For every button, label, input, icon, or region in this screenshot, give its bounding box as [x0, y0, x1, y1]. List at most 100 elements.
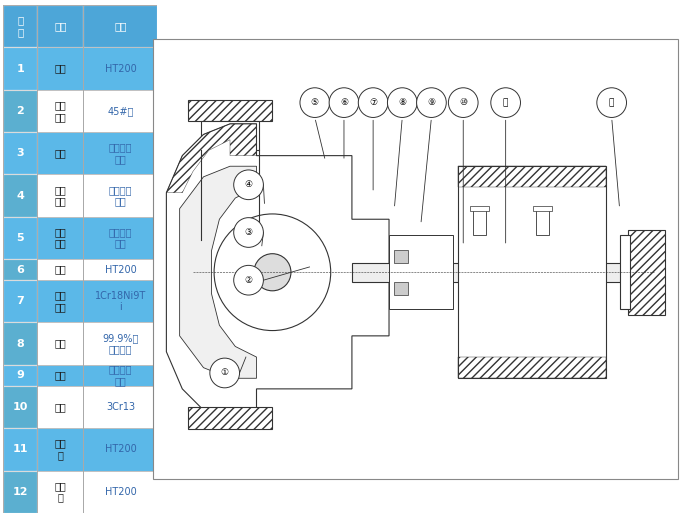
Text: ②: ②	[244, 276, 252, 285]
Text: 泵体: 泵体	[55, 64, 66, 74]
FancyBboxPatch shape	[3, 322, 38, 365]
Text: 叶轮
骨架: 叶轮 骨架	[55, 100, 66, 122]
FancyBboxPatch shape	[38, 428, 83, 470]
FancyBboxPatch shape	[3, 132, 38, 175]
Circle shape	[387, 88, 417, 118]
Text: 聚全氟乙
丙烯: 聚全氟乙 丙烯	[109, 142, 132, 164]
FancyBboxPatch shape	[83, 428, 157, 470]
FancyBboxPatch shape	[3, 386, 38, 428]
Text: HT200: HT200	[105, 487, 136, 497]
Text: 名称: 名称	[54, 21, 66, 31]
Text: HT200: HT200	[105, 64, 136, 74]
Bar	[473, 209, 486, 235]
Text: 10: 10	[13, 402, 28, 412]
Text: 11: 11	[12, 444, 28, 454]
Bar	[536, 209, 549, 235]
Text: 泵体
衬里: 泵体 衬里	[55, 185, 66, 206]
FancyBboxPatch shape	[38, 280, 83, 322]
FancyBboxPatch shape	[3, 365, 38, 386]
Text: 8: 8	[16, 339, 24, 349]
FancyBboxPatch shape	[83, 386, 157, 428]
FancyBboxPatch shape	[3, 175, 38, 217]
FancyBboxPatch shape	[83, 259, 157, 280]
Text: 叶轮: 叶轮	[55, 148, 66, 158]
FancyBboxPatch shape	[3, 259, 38, 280]
Text: 填充四氟
乙烯: 填充四氟 乙烯	[109, 365, 132, 386]
Text: 机封
压盖: 机封 压盖	[55, 291, 66, 312]
Bar	[394, 282, 408, 295]
FancyBboxPatch shape	[38, 386, 83, 428]
Bar	[620, 235, 630, 309]
Polygon shape	[180, 166, 256, 378]
FancyBboxPatch shape	[3, 5, 38, 48]
Bar	[470, 206, 488, 211]
Circle shape	[491, 88, 521, 118]
FancyBboxPatch shape	[3, 365, 38, 386]
FancyBboxPatch shape	[3, 175, 38, 217]
Bar	[628, 230, 665, 314]
Text: 9: 9	[16, 370, 25, 380]
Bar	[534, 206, 552, 211]
FancyBboxPatch shape	[153, 39, 678, 479]
Text: ①: ①	[221, 368, 228, 378]
Text: 3Cr13: 3Cr13	[106, 402, 135, 412]
Text: 7: 7	[16, 296, 24, 306]
Circle shape	[214, 214, 331, 330]
Circle shape	[234, 170, 263, 199]
Circle shape	[358, 88, 388, 118]
Text: 静环: 静环	[55, 339, 66, 349]
Text: 泵盖: 泵盖	[55, 265, 66, 275]
FancyBboxPatch shape	[83, 5, 157, 48]
Bar	[394, 250, 408, 263]
Text: 2: 2	[16, 106, 24, 116]
Text: ⑫: ⑫	[609, 98, 614, 107]
FancyBboxPatch shape	[83, 365, 157, 386]
Text: ⑥: ⑥	[340, 98, 348, 107]
Text: 3: 3	[16, 148, 24, 158]
Text: 99.9%氧
化铝陶瓷: 99.9%氧 化铝陶瓷	[102, 333, 139, 354]
Text: 5: 5	[16, 233, 24, 243]
Circle shape	[210, 358, 239, 388]
Circle shape	[449, 88, 478, 118]
Polygon shape	[458, 166, 606, 378]
FancyBboxPatch shape	[3, 470, 38, 513]
FancyBboxPatch shape	[3, 428, 38, 470]
Bar	[187, 408, 272, 428]
Bar	[201, 121, 259, 150]
FancyBboxPatch shape	[83, 48, 157, 90]
Text: 聚全氟乙
丙烯: 聚全氟乙 丙烯	[109, 227, 132, 249]
FancyBboxPatch shape	[83, 132, 157, 175]
Text: 动环: 动环	[55, 370, 66, 380]
FancyBboxPatch shape	[38, 365, 83, 386]
FancyBboxPatch shape	[83, 322, 157, 365]
Bar	[187, 100, 272, 121]
Text: 6: 6	[16, 265, 25, 275]
FancyBboxPatch shape	[38, 5, 83, 48]
FancyBboxPatch shape	[3, 48, 38, 90]
FancyBboxPatch shape	[3, 322, 38, 365]
Text: 泵轴: 泵轴	[55, 402, 66, 412]
Circle shape	[300, 88, 330, 118]
Text: ⑨: ⑨	[428, 98, 436, 107]
FancyBboxPatch shape	[3, 280, 38, 322]
Circle shape	[254, 254, 291, 291]
Text: 联轴
器: 联轴 器	[55, 481, 66, 502]
FancyBboxPatch shape	[83, 280, 157, 322]
Text: HT200: HT200	[105, 265, 136, 275]
Circle shape	[597, 88, 627, 118]
Text: ⑪: ⑪	[503, 98, 508, 107]
Text: ⑤: ⑤	[311, 98, 319, 107]
FancyBboxPatch shape	[3, 428, 38, 470]
FancyBboxPatch shape	[83, 470, 157, 513]
FancyBboxPatch shape	[83, 90, 157, 132]
FancyBboxPatch shape	[3, 259, 38, 280]
Text: ④: ④	[244, 180, 252, 189]
Bar	[352, 263, 644, 282]
FancyBboxPatch shape	[3, 217, 38, 259]
FancyBboxPatch shape	[3, 48, 38, 90]
FancyBboxPatch shape	[3, 280, 38, 322]
FancyBboxPatch shape	[38, 48, 83, 90]
Text: 序
号: 序 号	[17, 16, 23, 37]
Text: HT200: HT200	[105, 444, 136, 454]
FancyBboxPatch shape	[3, 470, 38, 513]
